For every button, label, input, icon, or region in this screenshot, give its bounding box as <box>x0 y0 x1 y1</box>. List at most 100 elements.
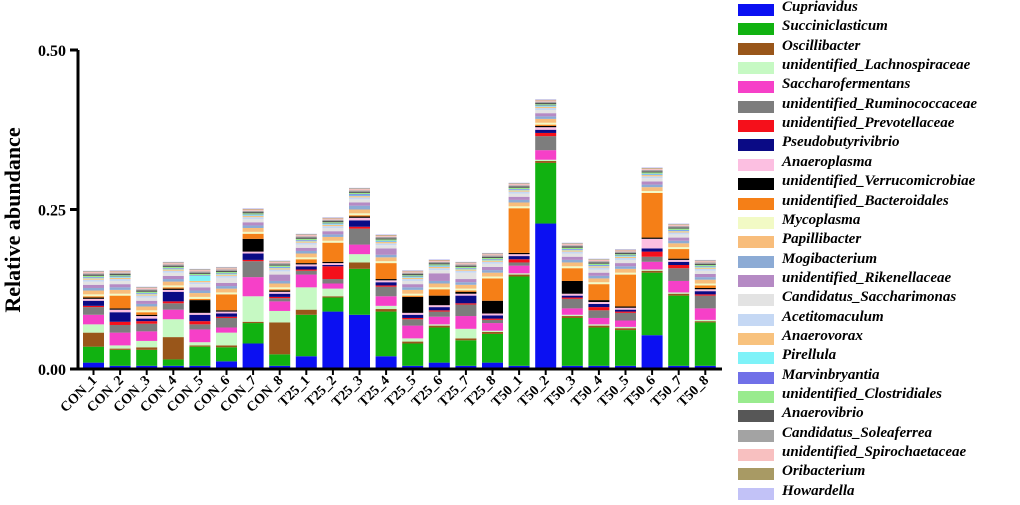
bar-segment-t50-1-19 <box>508 189 530 190</box>
bar-segment-con-5-3 <box>189 342 211 346</box>
bar-segment-t25-6-14 <box>428 273 450 281</box>
legend-swatch <box>738 332 774 345</box>
bar-segment-con-3-15 <box>136 297 158 301</box>
bar-segment-t50-2-10 <box>535 124 557 126</box>
bar-segment-t50-5-24 <box>615 249 636 251</box>
bar-segment-t25-8-13 <box>482 270 503 273</box>
bar-segment-t50-8-15 <box>694 270 716 274</box>
bar-segment-con-8-21 <box>269 264 291 266</box>
legend-swatch <box>738 62 774 75</box>
bar-segment-t50-8-0 <box>694 365 716 369</box>
bar-segment-t25-1-3 <box>295 287 317 310</box>
bar-segment-con-3-17 <box>136 294 158 296</box>
bar-segment-t50-7-12 <box>668 243 690 248</box>
bar-segment-t25-1-20 <box>295 238 317 241</box>
bar-segment-t50-5-17 <box>615 256 636 258</box>
bar-segment-con-8-10 <box>269 289 291 291</box>
bar-segment-t25-1-0 <box>295 356 317 369</box>
bar-segment-t25-7-19 <box>455 268 477 269</box>
bar-segment-t50-6-14 <box>641 181 663 185</box>
bar-segment-con-7-19 <box>242 214 264 216</box>
bar-segment-t50-3-14 <box>561 256 583 260</box>
bar-segment-t50-3-16 <box>561 251 583 254</box>
bar-segment-t25-4-6 <box>375 285 397 287</box>
bar-segment-t50-8-24 <box>694 260 716 262</box>
bar-segment-con-2-20 <box>109 275 131 277</box>
bar-segment-t50-1-22 <box>508 185 530 187</box>
bar-segment-t25-6-13 <box>428 280 450 284</box>
bar-segment-t50-2-7 <box>535 129 557 133</box>
bar-segment-con-3-8 <box>136 316 158 319</box>
bar-segment-t50-8-16 <box>694 268 716 271</box>
bar-segment-t25-4-16 <box>375 243 397 246</box>
bar-segment-t25-7-16 <box>455 270 477 273</box>
bar-segment-con-6-13 <box>216 286 237 289</box>
bar-segment-con-5-8 <box>189 312 211 315</box>
legend-label: Candidatus_Saccharimonas <box>782 289 957 306</box>
bar-segment-con-1-9 <box>83 297 104 299</box>
y-tick-label: 0.00 <box>38 362 66 379</box>
bar-segment-t50-4-8 <box>588 302 610 304</box>
bar-segment-t50-8-6 <box>694 294 716 296</box>
bar-segment-t25-7-5 <box>455 304 477 317</box>
bar-segment-t25-7-23 <box>455 263 477 265</box>
bar-segment-con-1-8 <box>83 298 104 301</box>
bar-segment-t25-7-6 <box>455 303 477 305</box>
legend-item: Pirellula <box>728 347 1020 368</box>
bar-segment-t50-4-11 <box>588 282 610 285</box>
bar-segment-con-2-17 <box>109 277 131 280</box>
bar-segment-t50-5-8 <box>615 307 636 310</box>
bar-segment-con-8-7 <box>269 293 291 297</box>
bar-segment-t50-5-16 <box>615 257 636 260</box>
bar-segment-t25-4-20 <box>375 239 397 241</box>
bar-segment-con-1-25 <box>83 270 104 272</box>
bar-segment-t50-7-1 <box>668 295 690 366</box>
bar-segment-con-4-24 <box>162 262 184 264</box>
bar-segment-t25-1-22 <box>295 236 317 238</box>
bar-segment-t25-6-19 <box>428 265 450 267</box>
bar-segment-con-3-20 <box>136 291 158 294</box>
bar-segment-t25-7-2 <box>455 338 477 341</box>
bar-segment-con-6-4 <box>216 327 237 333</box>
bar-segment-con-6-10 <box>216 294 237 311</box>
bar-segment-t50-7-0 <box>668 365 690 369</box>
bar-segment-t50-7-11 <box>668 247 690 250</box>
bar-segment-con-3-11 <box>136 310 158 313</box>
bar-segment-con-4-4 <box>162 309 184 320</box>
legend-item: unidentified_Rikenellaceae <box>728 270 1020 291</box>
bar-segment-t25-7-18 <box>455 268 477 270</box>
y-ticks-group: 0.00 0.25 0.50 <box>38 43 78 379</box>
bar-segment-t25-5-3 <box>402 338 424 342</box>
legend-swatch <box>738 352 774 365</box>
bar-segment-t25-7-17 <box>455 269 477 271</box>
bar-segment-con-6-11 <box>216 292 237 295</box>
bar-segment-t25-3-3 <box>349 254 370 263</box>
bar-segment-t50-8-12 <box>694 279 716 284</box>
bar-segment-t50-5-15 <box>615 259 636 264</box>
bar-segment-t25-4-14 <box>375 248 397 255</box>
bar-segment-con-5-15 <box>189 284 211 288</box>
legend-label: Saccharofermentans <box>782 76 911 93</box>
bar-segment-con-5-25 <box>189 268 211 270</box>
bar-segment-t25-2-3 <box>322 288 344 297</box>
bar-segment-con-8-15 <box>269 271 291 275</box>
bar-segment-t25-7-8 <box>455 293 477 296</box>
bar-segment-t50-1-21 <box>508 186 530 188</box>
bar-segment-con-8-16 <box>269 269 291 272</box>
bar-segment-con-1-19 <box>83 277 104 278</box>
bar-segment-t50-1-1 <box>508 276 530 366</box>
bar-segment-t50-3-1 <box>561 317 583 366</box>
bar-segment-con-5-22 <box>189 271 211 273</box>
bar-segment-con-6-24 <box>216 267 237 269</box>
bar-segment-con-3-24 <box>136 287 158 288</box>
bar-segment-con-8-20 <box>269 265 291 267</box>
bar-segment-con-4-1 <box>162 359 184 366</box>
bar-segment-con-3-0 <box>136 365 158 369</box>
bar-segment-t50-8-8 <box>694 289 716 292</box>
bar-segment-t25-4-7 <box>375 282 397 286</box>
bar-segment-t25-1-12 <box>295 253 317 258</box>
bar-segment-t50-4-24 <box>588 259 610 260</box>
bar-segment-con-8-23 <box>269 261 291 264</box>
legend-swatch <box>738 23 774 36</box>
bar-segment-t50-4-7 <box>588 303 610 308</box>
